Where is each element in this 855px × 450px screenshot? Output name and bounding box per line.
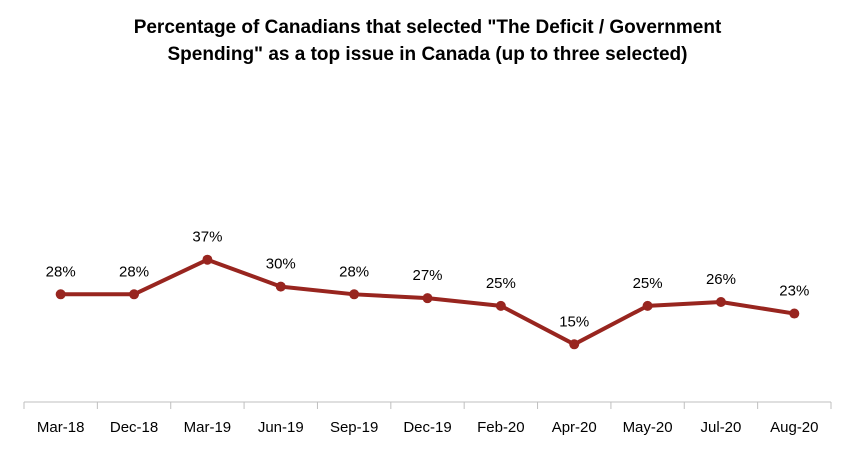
data-label: 30% <box>266 256 296 273</box>
x-tick-label: Jun-19 <box>258 419 304 436</box>
x-tick-label: Dec-18 <box>110 419 158 436</box>
data-point <box>349 289 360 300</box>
x-tick-label: Mar-19 <box>184 419 232 436</box>
data-label: 28% <box>339 263 369 280</box>
data-label: 37% <box>192 229 222 246</box>
x-tick-label: Feb-20 <box>477 419 525 436</box>
data-point <box>569 339 580 350</box>
data-point <box>55 289 66 300</box>
x-tick-label: May-20 <box>623 419 673 436</box>
data-label: 25% <box>486 275 516 292</box>
data-label: 28% <box>119 263 149 280</box>
data-label: 26% <box>706 271 736 288</box>
x-tick-label: Sep-19 <box>330 419 378 436</box>
data-point <box>202 254 213 265</box>
x-tick-label: Mar-18 <box>37 419 85 436</box>
data-point <box>275 281 286 292</box>
data-point <box>129 289 140 300</box>
data-label: 23% <box>779 283 809 300</box>
data-label: 15% <box>559 313 589 330</box>
data-label: 28% <box>46 263 76 280</box>
chart-title-line-2: Spending" as a top issue in Canada (up t… <box>167 44 688 65</box>
data-point <box>495 300 506 311</box>
data-point <box>422 293 433 304</box>
data-point <box>642 300 653 311</box>
chart-title: Percentage of Canadians that selected "T… <box>0 14 855 68</box>
data-label: 25% <box>633 275 663 292</box>
data-point <box>789 308 800 319</box>
x-tick-label: Jul-20 <box>701 419 742 436</box>
x-tick-label: Aug-20 <box>770 419 818 436</box>
chart-title-line-1: Percentage of Canadians that selected "T… <box>133 17 722 38</box>
x-tick-label: Dec-19 <box>403 419 451 436</box>
x-tick-label: Apr-20 <box>552 419 597 436</box>
data-label: 27% <box>412 267 442 284</box>
data-point <box>715 297 726 308</box>
